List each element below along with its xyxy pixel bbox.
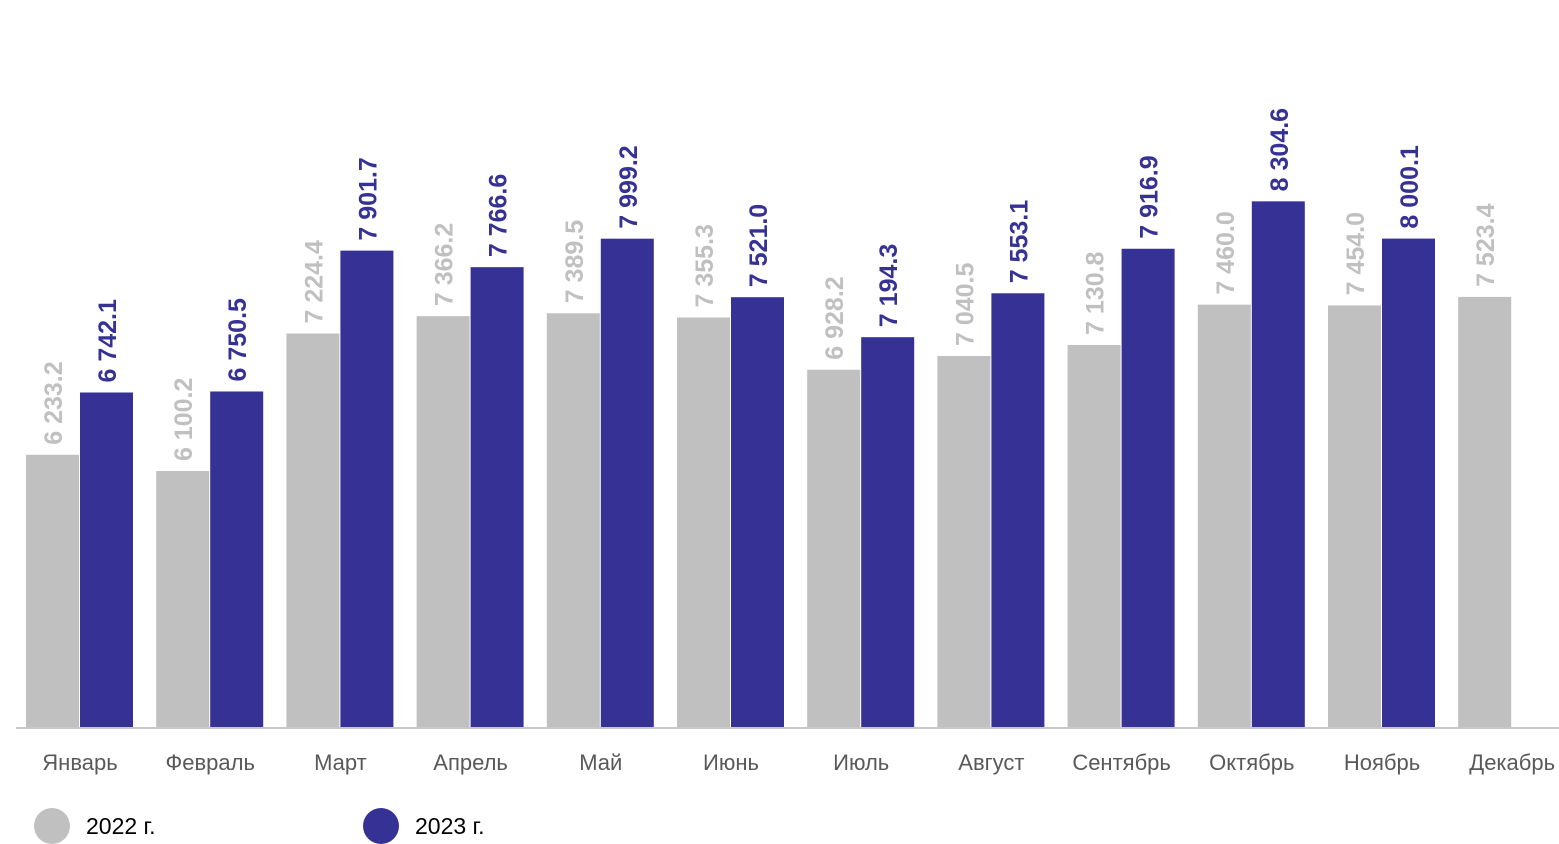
- bar-2023-1: [80, 392, 133, 728]
- data-label-2023-3: 7 901.7: [354, 157, 382, 240]
- x-tick-label: Апрель: [433, 750, 508, 775]
- data-label-2022-8: 7 040.5: [951, 262, 979, 346]
- x-tick-label: Июль: [833, 750, 889, 775]
- data-label-2023-4: 7 766.6: [485, 174, 513, 257]
- x-tick-label: Май: [579, 750, 622, 775]
- x-tick-label: Декабрь: [1469, 750, 1555, 775]
- bar-2023-11: [1382, 238, 1435, 728]
- bar-2022-4: [416, 316, 470, 728]
- bar-2023-10: [1251, 201, 1305, 729]
- data-label-2022-10: 7 460.0: [1212, 211, 1240, 294]
- data-label-2022-12: 7 523.4: [1472, 203, 1500, 287]
- bar-2023-2: [210, 391, 264, 728]
- bar-2022-6: [677, 317, 730, 728]
- x-tick-label: Август: [958, 750, 1024, 775]
- bar-2022-7: [807, 369, 861, 728]
- data-label-2022-7: 6 928.2: [821, 276, 849, 359]
- data-label-2023-9: 7 916.9: [1136, 155, 1164, 238]
- x-tick-label: Октябрь: [1209, 750, 1294, 775]
- legend-2023: 2023 г.: [363, 808, 485, 844]
- x-tick-label: Ноябрь: [1344, 750, 1420, 775]
- data-label-2023-5: 7 999.2: [615, 145, 643, 228]
- x-tick-label: Январь: [42, 750, 117, 775]
- data-label-2022-4: 7 366.2: [431, 223, 459, 306]
- legend-label-2023: 2023 г.: [415, 812, 485, 839]
- data-label-2023-10: 8 304.6: [1266, 108, 1294, 191]
- data-label-2023-2: 6 750.5: [224, 298, 252, 382]
- bar-2022-2: [156, 471, 210, 728]
- bar-2023-4: [470, 267, 524, 728]
- bars-layer: [26, 201, 1512, 729]
- bar-2022-3: [286, 333, 340, 728]
- bar-2023-9: [1121, 248, 1175, 729]
- legend-swatch-2023: [363, 808, 399, 844]
- bar-2022-8: [937, 355, 991, 728]
- data-label-2022-5: 7 389.5: [561, 220, 589, 304]
- legend-swatch-2022: [34, 808, 70, 844]
- data-label-2022-11: 7 454.0: [1342, 212, 1370, 295]
- x-tick-label: Март: [314, 750, 367, 775]
- bar-2023-5: [600, 238, 654, 728]
- x-tick-label: Февраль: [165, 750, 254, 775]
- data-label-2023-11: 8 000.1: [1396, 145, 1424, 229]
- legend-label-2022: 2022 г.: [86, 812, 156, 839]
- data-label-2023-1: 6 742.1: [94, 299, 122, 383]
- bar-2023-7: [861, 337, 915, 728]
- data-label-2023-6: 7 521.0: [745, 204, 773, 287]
- labels-layer: 6 233.2 6 742.1 Январь 6 100.2 6 750.5 Феврал…: [40, 108, 1555, 775]
- bar-2022-5: [546, 313, 600, 728]
- legend-2022: 2022 г.: [34, 808, 156, 844]
- data-label-2023-8: 7 553.1: [1005, 200, 1033, 284]
- data-label-2022-9: 7 130.8: [1082, 251, 1110, 335]
- data-label-2022-1: 6 233.2: [40, 361, 68, 444]
- data-label-2022-6: 7 355.3: [691, 224, 719, 307]
- bar-2023-8: [991, 293, 1045, 728]
- x-tick-label: Июнь: [703, 750, 759, 775]
- bar-2022-11: [1328, 305, 1381, 728]
- x-tick-label: Сентябрь: [1072, 750, 1171, 775]
- data-label-2022-3: 7 224.4: [300, 240, 328, 324]
- bar-2022-12: [1458, 296, 1512, 728]
- data-label-2022-2: 6 100.2: [170, 378, 198, 461]
- data-label-2023-7: 7 194.3: [875, 244, 903, 327]
- bar-2022-1: [26, 454, 79, 728]
- bar-2022-10: [1197, 304, 1251, 728]
- bar-2022-9: [1067, 344, 1121, 728]
- bar-2023-3: [340, 250, 394, 728]
- bar-2023-6: [731, 297, 784, 728]
